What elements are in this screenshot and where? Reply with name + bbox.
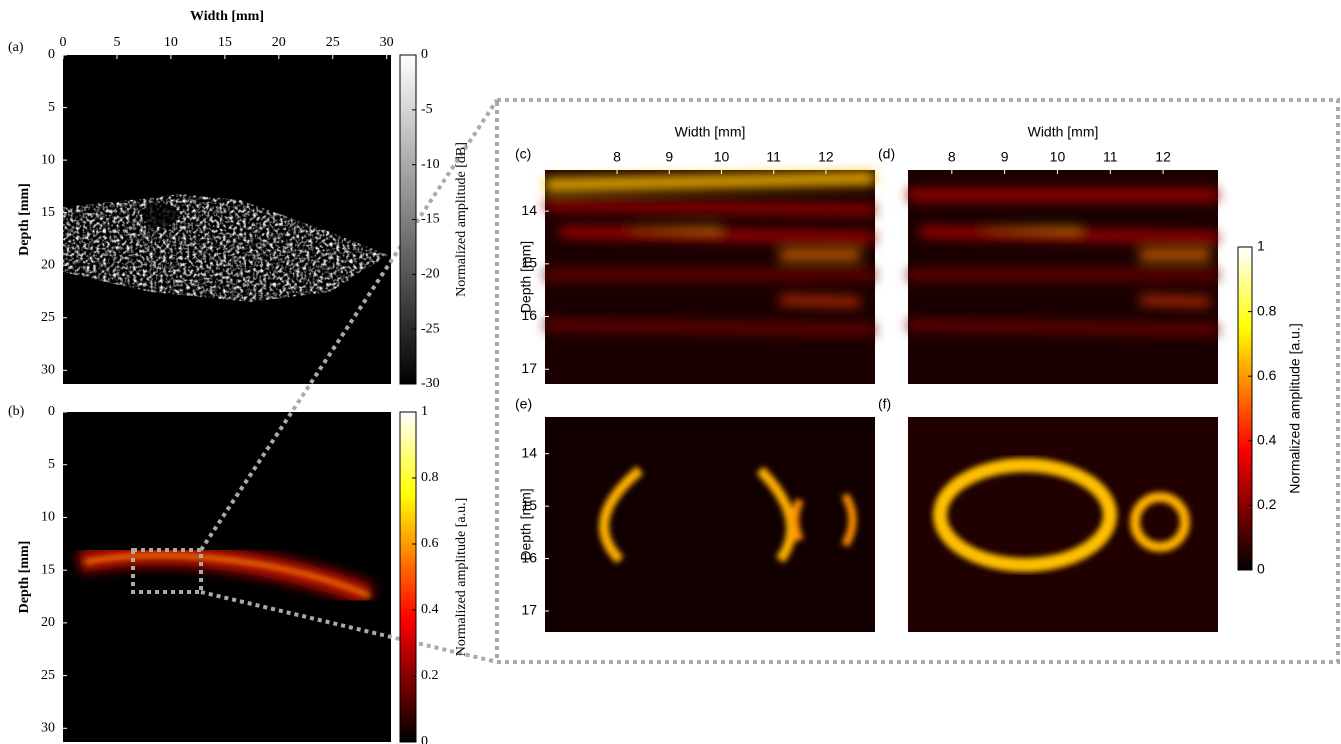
x-axis-label: Width [mm] [1028, 124, 1099, 140]
y-tick-label: 30 [41, 721, 55, 736]
x-tick-label: 8 [948, 149, 956, 165]
panel-label: (c) [515, 146, 531, 162]
colorbar-tick-label: 0.6 [421, 536, 439, 551]
panel-label: (e) [515, 396, 532, 412]
colorbar-tick-label: -20 [421, 267, 440, 282]
y-tick-label: 17 [521, 602, 537, 618]
colorbar-tick-label: 0 [1257, 561, 1265, 577]
x-tick-label: 25 [326, 35, 340, 50]
colorbar-tick-label: 0 [421, 734, 428, 744]
y-tick-label: 30 [41, 363, 55, 378]
panel: 0 0.2 0.4 0.6 0.8 1 Normalized amplitude [a.u.… [1238, 238, 1303, 577]
x-tick-label: 20 [272, 35, 286, 50]
colorbar-tick-label: -30 [421, 376, 440, 391]
x-axis-label: Width [mm] [675, 124, 746, 140]
panel-label: (f) [878, 396, 891, 412]
colorbar-tick-label: -25 [421, 321, 440, 336]
colorbar-label: Normalized amplitude [a.u.] [1287, 323, 1303, 493]
x-tick-label: 30 [380, 35, 394, 50]
panel: 0 5 10 15 20 25 30 Depth [mm] (b) [8, 404, 67, 735]
y-tick-label: 15 [41, 562, 55, 577]
colorbar [1238, 247, 1252, 570]
colorbar-tick-label: 0.6 [1257, 367, 1277, 383]
colorbar-tick-label: 0 [421, 47, 428, 62]
x-tick-label: 11 [766, 149, 781, 165]
panel: 0 0.2 0.4 0.6 0.8 1 Normalized amplitude [a.u.… [400, 404, 469, 744]
y-axis-label: Depth [mm] [518, 241, 534, 313]
colorbar-tick-label: 0.4 [1257, 432, 1277, 448]
colorbar-tick-label: 1 [1257, 238, 1265, 254]
y-tick-label: 20 [41, 615, 55, 630]
panel: 8 9 10 11 12 Width [mm] (d) [878, 124, 1171, 174]
x-tick-label: 12 [1155, 149, 1171, 165]
y-axis-label: Depth [mm] [17, 541, 32, 614]
y-tick-label: 0 [48, 404, 55, 419]
y-tick-label: 5 [48, 100, 55, 115]
panel-label: (a) [8, 40, 24, 55]
panel-label: (b) [8, 404, 25, 419]
x-tick-label: 15 [218, 35, 232, 50]
y-tick-label: 25 [41, 310, 55, 325]
x-axis-label: Width [mm] [190, 9, 264, 24]
panel-label: (d) [878, 146, 895, 162]
colorbar-label: Normalized amplitude [dB] [454, 142, 469, 297]
y-tick-label: 0 [48, 47, 55, 62]
y-tick-label: 17 [521, 360, 537, 376]
colorbar-tick-label: 0.2 [421, 668, 439, 683]
x-tick-label: 5 [113, 35, 120, 50]
colorbar-tick-label: 1 [421, 404, 428, 419]
colorbar-tick-label: 0.4 [421, 602, 439, 617]
colorbar-tick-label: -10 [421, 157, 440, 172]
image-content [63, 55, 1218, 742]
y-tick-label: 10 [41, 152, 55, 167]
y-tick-label: 25 [41, 668, 55, 683]
x-tick-label: 11 [1103, 149, 1118, 165]
colorbar-tick-label: 0.2 [1257, 496, 1277, 512]
colorbar-tick-label: 0.8 [1257, 302, 1277, 318]
y-tick-label: 20 [41, 257, 55, 272]
x-tick-label: 10 [164, 35, 178, 50]
panel: (f) [878, 396, 891, 412]
y-tick-label: 14 [521, 444, 537, 460]
x-tick-label: 9 [665, 149, 673, 165]
x-tick-label: 10 [714, 149, 730, 165]
y-tick-label: 15 [41, 205, 55, 220]
y-tick-label: 14 [521, 202, 537, 218]
x-tick-label: 12 [818, 149, 834, 165]
colorbar-tick-label: -15 [421, 212, 440, 227]
colorbar-tick-label: 0.8 [421, 470, 439, 485]
x-tick-label: 0 [60, 35, 67, 50]
y-axis-label: Depth [mm] [17, 183, 32, 256]
y-tick-label: 5 [48, 457, 55, 472]
x-tick-label: 10 [1050, 149, 1066, 165]
panel: 0 -5 -10 -15 -20 -25 -30 Normalized amplitude [… [400, 47, 469, 391]
colorbar [400, 412, 416, 742]
y-tick-label: 10 [41, 510, 55, 525]
colorbar-label: Normalized amplitude [a.u.] [454, 498, 469, 657]
colorbar-tick-label: -5 [421, 102, 433, 117]
y-axis-label: Depth [mm] [518, 488, 534, 560]
x-tick-label: 8 [613, 149, 621, 165]
x-tick-label: 9 [1001, 149, 1009, 165]
figure: 051015202530051015202530Width [mm]Depth … [0, 0, 1341, 744]
